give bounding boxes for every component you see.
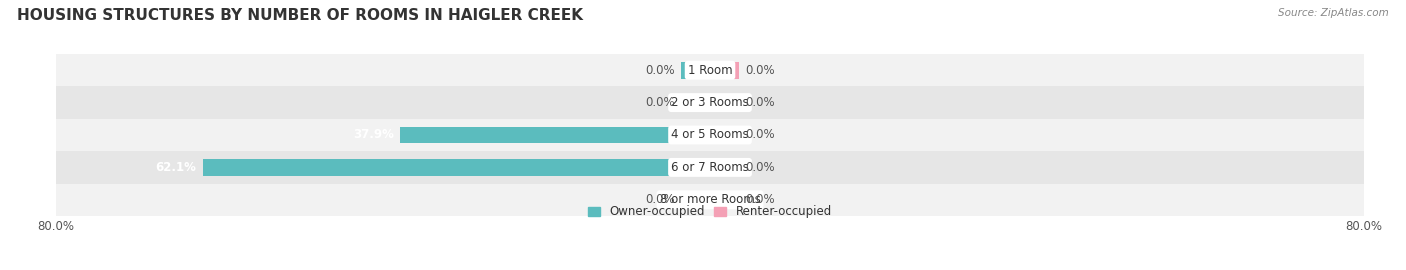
Bar	[56, 54, 1364, 86]
Text: 6 or 7 Rooms: 6 or 7 Rooms	[671, 161, 749, 174]
Bar	[682, 94, 710, 111]
Text: 37.9%: 37.9%	[353, 129, 394, 141]
Bar	[56, 184, 1364, 216]
Bar	[56, 151, 1364, 184]
Text: 0.0%: 0.0%	[745, 193, 775, 206]
Text: 0.0%: 0.0%	[745, 161, 775, 174]
Bar	[710, 62, 738, 79]
Bar	[710, 127, 738, 143]
Bar	[710, 159, 738, 176]
Text: 0.0%: 0.0%	[745, 129, 775, 141]
Bar	[56, 119, 1364, 151]
Text: 2 or 3 Rooms: 2 or 3 Rooms	[671, 96, 749, 109]
Bar	[56, 86, 1364, 119]
Bar	[401, 127, 710, 143]
Text: Source: ZipAtlas.com: Source: ZipAtlas.com	[1278, 8, 1389, 18]
Bar	[202, 159, 710, 176]
Bar	[710, 94, 738, 111]
Text: 0.0%: 0.0%	[745, 64, 775, 77]
Text: 1 Room: 1 Room	[688, 64, 733, 77]
Text: 0.0%: 0.0%	[645, 64, 675, 77]
Bar	[682, 191, 710, 208]
Bar	[682, 62, 710, 79]
Text: HOUSING STRUCTURES BY NUMBER OF ROOMS IN HAIGLER CREEK: HOUSING STRUCTURES BY NUMBER OF ROOMS IN…	[17, 8, 583, 23]
Text: 62.1%: 62.1%	[155, 161, 195, 174]
Text: 0.0%: 0.0%	[645, 193, 675, 206]
Text: 4 or 5 Rooms: 4 or 5 Rooms	[671, 129, 749, 141]
Legend: Owner-occupied, Renter-occupied: Owner-occupied, Renter-occupied	[583, 201, 837, 223]
Text: 0.0%: 0.0%	[745, 96, 775, 109]
Text: 0.0%: 0.0%	[645, 96, 675, 109]
Text: 8 or more Rooms: 8 or more Rooms	[659, 193, 761, 206]
Bar	[710, 191, 738, 208]
